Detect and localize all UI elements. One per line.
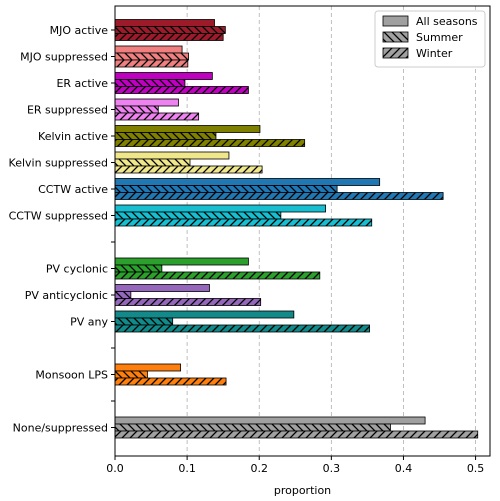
bar-hatch [115,272,320,279]
legend: All seasons Summer Winter [374,10,486,68]
bar [114,416,426,425]
y-tick-label: PV anticyclonic [25,289,108,302]
bar-hatch [115,185,338,193]
y-tick-label: Kelvin active [38,130,108,143]
bar-hatch [115,53,189,60]
bar [114,45,183,54]
bar-hatch [115,166,263,173]
legend-swatch-hatch [383,32,408,42]
bar-hatch [115,26,226,34]
bar [114,178,381,186]
y-tick-label: ER active [56,77,108,90]
legend-swatch-hatch [383,48,408,58]
y-tick-label: CCTW suppressed [9,210,108,223]
bar-hatch [115,212,281,219]
bar-hatch [115,86,249,94]
bar-hatch [115,325,370,332]
bar [114,98,179,107]
bar [114,310,295,319]
bar-hatch [115,139,305,147]
bar-hatch [115,265,162,272]
bar-hatch [115,192,444,200]
bar [114,19,215,27]
bar-hatch [115,219,372,226]
bars-group [114,19,479,439]
x-tick-label: 0.5 [467,462,485,475]
bar [114,363,182,372]
y-tick-labels: MJO active MJO suppressed ER active ER supp… [9,24,115,435]
bar [114,72,213,80]
x-tick-label: 0.4 [395,462,413,475]
x-tick-label: 0.3 [323,462,341,475]
bar [114,257,249,266]
bar [114,284,210,292]
y-tick-label: ER suppressed [27,104,108,117]
bar-hatch [115,79,185,87]
legend-label: All seasons [416,15,478,28]
bar [114,125,261,133]
bar [114,204,326,213]
y-tick-label: None/suppressed [13,422,108,435]
x-tick-label: 0.2 [250,462,268,475]
bar-hatch [115,378,227,385]
x-axis-label: proportion [274,484,331,497]
bar-hatch [115,159,190,166]
legend-label: Winter [416,47,453,60]
bar-hatch [115,113,199,120]
bar-hatch [115,33,224,41]
y-tick-label: MJO suppressed [20,51,108,64]
y-tick-label: CCTW active [38,183,108,196]
bar-hatch [115,371,148,378]
y-tick-label: Monsoon LPS [35,369,108,382]
bar [114,151,230,160]
bar-hatch [115,106,159,113]
bar-hatch [115,318,173,325]
y-tick-label: MJO active [50,24,109,37]
bar-hatch [115,431,478,438]
legend-label: Summer [416,31,463,44]
x-tick-label: 0.0 [106,462,124,475]
axes-frame [114,5,491,457]
y-tick-label: Kelvin suppressed [9,157,108,170]
bar-hatch [115,60,188,67]
bar-hatch [115,132,216,140]
bar-hatch [115,424,391,431]
x-tick-labels: 0.0 0.1 0.2 0.3 0.4 0.5 [106,456,484,475]
y-tick-label: PV cyclonic [46,263,108,276]
y-tick-label: PV any [70,316,108,329]
legend-swatch [382,15,409,27]
grid-lines [186,6,476,456]
bar-hatch [115,291,131,299]
bar-hatch [115,298,261,306]
x-tick-label: 0.1 [178,462,196,475]
